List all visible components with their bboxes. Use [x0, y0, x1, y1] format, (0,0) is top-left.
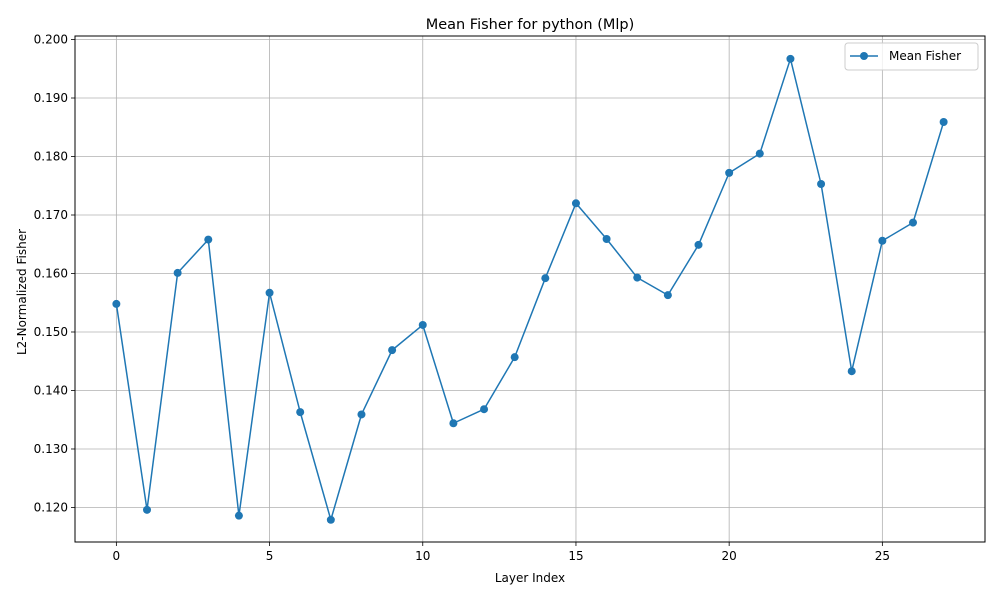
data-point — [663, 291, 672, 300]
series-mean-fisher — [112, 54, 948, 524]
data-point — [939, 117, 948, 126]
x-tick-label: 10 — [415, 549, 430, 563]
data-point — [878, 236, 887, 245]
data-point — [755, 149, 764, 158]
y-axis-ticks: 0.120 0.130 0.140 0.150 0.160 0.170 0.180 0.190… — [34, 33, 75, 514]
data-point — [143, 505, 152, 514]
data-point — [847, 367, 856, 376]
legend-label: Mean Fisher — [889, 49, 961, 63]
data-point — [786, 54, 795, 63]
data-point — [326, 515, 335, 524]
legend-dot-marker — [860, 52, 868, 60]
data-point — [296, 408, 305, 417]
data-point — [694, 240, 703, 249]
y-tick-label: 0.160 — [34, 266, 68, 280]
y-tick-label: 0.130 — [34, 442, 68, 456]
x-tick-label: 5 — [266, 549, 274, 563]
grid — [75, 36, 985, 542]
data-point — [725, 168, 734, 177]
data-point — [449, 419, 458, 428]
data-point — [817, 179, 826, 188]
data-point — [234, 511, 243, 520]
data-point — [480, 405, 489, 414]
y-tick-label: 0.200 — [34, 33, 68, 47]
y-tick-label: 0.180 — [34, 150, 68, 164]
data-point — [357, 410, 366, 419]
data-point — [173, 268, 182, 277]
data-point — [388, 346, 397, 355]
x-axis-ticks: 0 5 10 15 20 25 — [113, 542, 890, 563]
series-line — [115, 58, 945, 521]
legend-box — [844, 42, 979, 71]
y-tick-label: 0.170 — [34, 208, 68, 222]
x-axis-label: Layer Index — [495, 571, 565, 585]
data-point — [571, 199, 580, 208]
data-point — [602, 234, 611, 243]
x-tick-label: 20 — [722, 549, 737, 563]
legend: Mean Fisher — [844, 42, 979, 71]
data-point — [908, 218, 917, 227]
x-tick-label: 15 — [568, 549, 583, 563]
data-point — [633, 273, 642, 282]
chart-title: Mean Fisher for python (Mlp) — [426, 17, 635, 33]
data-point — [510, 353, 519, 362]
data-point — [112, 299, 121, 308]
plot-frame — [74, 35, 986, 543]
data-point — [265, 288, 274, 297]
data-point — [204, 235, 213, 244]
data-point — [418, 320, 427, 329]
y-tick-label: 0.120 — [34, 500, 68, 514]
x-tick-label: 25 — [875, 549, 890, 563]
y-tick-label: 0.150 — [34, 325, 68, 339]
x-tick-label: 0 — [113, 549, 121, 563]
y-tick-label: 0.190 — [34, 91, 68, 105]
y-tick-label: 0.140 — [34, 383, 68, 397]
y-axis-label: L2-Normalized Fisher — [15, 229, 29, 355]
data-point — [541, 274, 550, 283]
